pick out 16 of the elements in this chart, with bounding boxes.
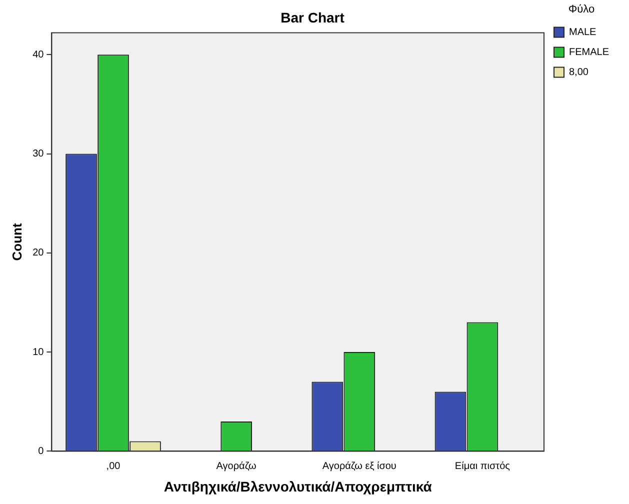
chart-title: Bar Chart	[280, 9, 345, 26]
y-tick-label: 0	[38, 446, 44, 457]
legend-label: 8,00	[568, 66, 589, 78]
y-tick-label: 10	[32, 346, 44, 358]
y-tick-label: 20	[32, 248, 44, 259]
y-axis-title: Count	[9, 222, 24, 261]
legend-label: FEMALE	[568, 46, 610, 58]
legend-title: Φύλο	[568, 4, 595, 16]
y-tick-label: 30	[32, 148, 44, 160]
y-tick-label: 40	[32, 49, 44, 60]
x-tick-label: Αγοράζω	[216, 460, 257, 472]
x-axis-title: Αντιβηχικά/Βλεννολυτικά/Αποχρεμπτικά	[164, 478, 432, 494]
x-tick-label: Είμαι πιστός	[454, 460, 510, 472]
x-tick-label: Αγοράζω εξ ίσου	[322, 460, 396, 472]
x-tick-label: ,00	[106, 460, 121, 472]
legend-label: MALE	[568, 26, 597, 38]
